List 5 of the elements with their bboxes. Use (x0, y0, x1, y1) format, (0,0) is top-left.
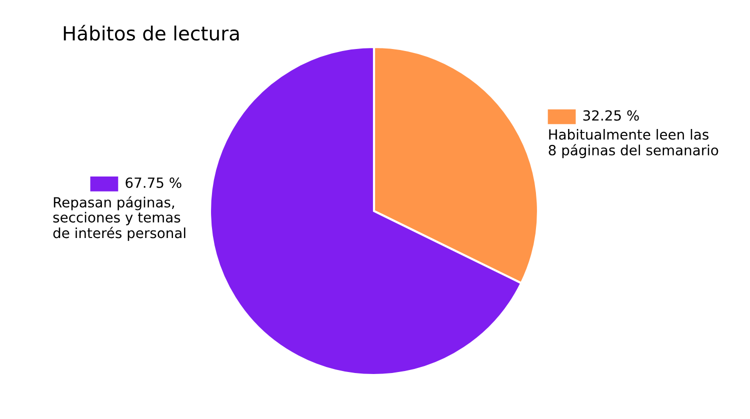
data-label: 67.75 % (126, 177, 182, 188)
data-label: 32.25 % (583, 110, 639, 121)
legend-label: Repasan páginas, secciones y temas de interés personal (53, 196, 186, 241)
chart-title: Hábitos de lectura (64, 24, 239, 41)
legend-label: Habitualmente leen las 8 páginas del semanario (548, 129, 718, 158)
